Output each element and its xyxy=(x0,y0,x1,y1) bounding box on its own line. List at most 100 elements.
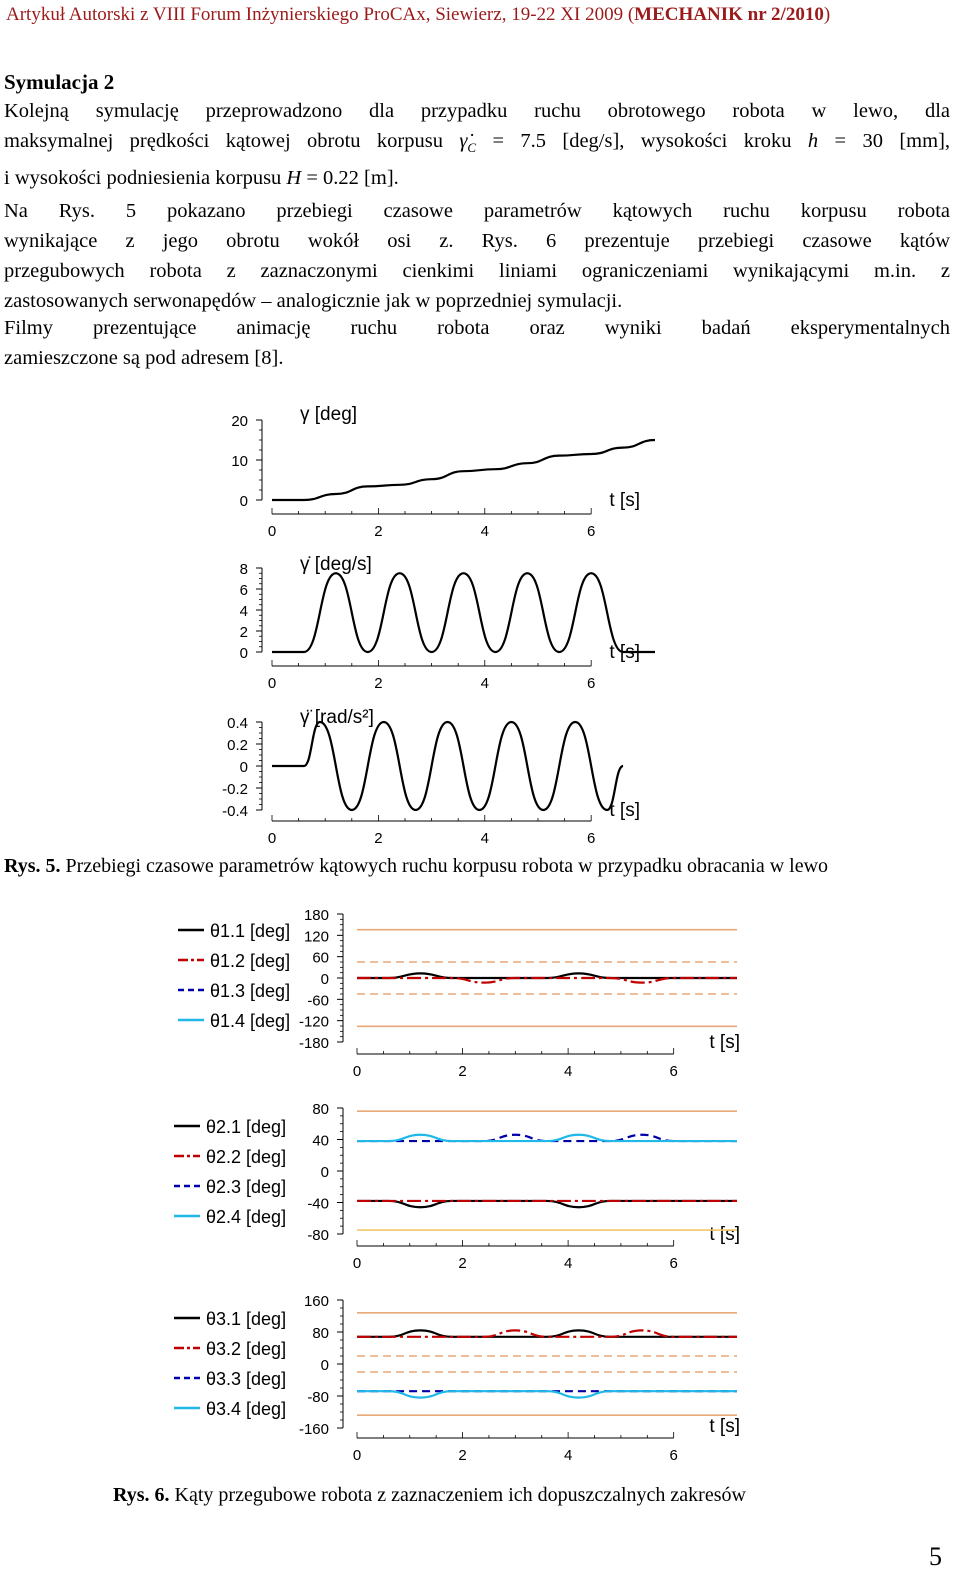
series-line xyxy=(357,1133,737,1143)
x-tick-label: 4 xyxy=(564,1063,572,1080)
y-tick-label: 8 xyxy=(240,561,248,578)
y-tick-label: 0 xyxy=(321,1164,329,1181)
p1-line-2: maksymalnej prędkości kątowej obrotu kor… xyxy=(4,126,950,163)
x-axis-label: t [s] xyxy=(609,800,640,821)
p1-line-3: i wysokości podniesienia korpusu H = 0.2… xyxy=(4,163,950,193)
legend-label: θ2.1 [deg] xyxy=(206,1117,286,1137)
legend-label: θ1.1 [deg] xyxy=(210,921,290,941)
p2-line-3: przegubowych robota z zaznaczonymi cienk… xyxy=(4,260,950,282)
x-tick-label: 2 xyxy=(458,1447,466,1464)
y-tick-label: 120 xyxy=(304,928,329,945)
x-tick-label: 2 xyxy=(458,1255,466,1272)
chart-fig5a: 20 10 0 0 2 4 6 γ [deg] t [s] xyxy=(231,404,656,540)
legend-label: θ1.3 [deg] xyxy=(210,981,290,1001)
fig5-caption: Rys. 5. Przebiegi czasowe parametrów kąt… xyxy=(4,855,828,878)
chart-fig6b: 80 40 0 -40 -80 0 2 4 6 t [s] θ2.1 [deg] θ2.2 [deg]… xyxy=(174,1101,740,1272)
legend-label: θ3.2 [deg] xyxy=(206,1339,286,1359)
header-close: ) xyxy=(823,4,831,25)
p1-l2-a: maksymalnej prędkości kątowej obrotu kor… xyxy=(4,130,443,152)
y-tick-label: 6 xyxy=(240,582,248,599)
y-tick-label: 0 xyxy=(240,759,248,776)
p1-line-1: Kolejną symulację przeprowadzono dla prz… xyxy=(4,100,950,122)
x-tick-label: 2 xyxy=(374,523,382,540)
legend-label: θ3.1 [deg] xyxy=(206,1309,286,1329)
y-tick-label: 80 xyxy=(312,1101,329,1118)
chart-fig5c: 0.4 0.2 0 -0.2 -0.4 0 2 4 6 γ̈ [rad/s²] t [s] xyxy=(222,707,640,847)
x-tick-label: 0 xyxy=(268,675,276,692)
y-tick-label: -160 xyxy=(299,1421,329,1438)
fig5-caption-label: Rys. 5. xyxy=(4,855,61,877)
x-tick-label: 2 xyxy=(374,830,382,847)
x-tick-label: 4 xyxy=(481,830,489,847)
y-tick-label: 0.2 xyxy=(227,737,248,754)
fig5-caption-text: Przebiegi czasowe parametrów kątowych ru… xyxy=(60,855,829,877)
x-tick-label: 6 xyxy=(587,523,595,540)
fig6-caption: Rys. 6. Kąty przegubowe robota z zaznacz… xyxy=(113,1484,746,1507)
p3-line-1: Filmy prezentujące animację ruchu robota… xyxy=(4,317,950,339)
x-tick-label: 6 xyxy=(669,1447,677,1464)
header-text: Artykuł Autorski z VIII Forum Inżyniersk… xyxy=(6,4,635,25)
x-tick-label: 6 xyxy=(669,1255,677,1272)
p1-l2-b: = 7.5 [deg/s], wysokości kroku xyxy=(492,130,792,152)
x-axis-label: t [s] xyxy=(609,490,640,511)
series-line xyxy=(357,1329,737,1338)
header-journal: MECHANIK nr 2/2010 xyxy=(634,4,824,25)
y-tick-label: 160 xyxy=(304,1293,329,1310)
x-axis-label: t [s] xyxy=(709,1032,740,1053)
p2-line-2: wynikające z jego obrotu wokół osi z. Ry… xyxy=(4,230,950,252)
x-axis-label: t [s] xyxy=(709,1416,740,1437)
paragraph-3: Filmy prezentujące animację ruchu robota… xyxy=(4,313,950,373)
fig6-caption-text: Kąty przegubowe robota z zaznaczeniem ic… xyxy=(169,1484,746,1506)
y-tick-label: -120 xyxy=(299,1014,329,1031)
x-tick-label: 6 xyxy=(587,675,595,692)
legend-label: θ1.2 [deg] xyxy=(210,951,290,971)
H-symbol: H xyxy=(286,167,302,190)
y-tick-label: -80 xyxy=(307,1227,329,1244)
y-tick-label: 0 xyxy=(240,493,248,510)
series-line xyxy=(272,572,655,654)
x-axis-label: t [s] xyxy=(709,1224,740,1245)
x-tick-label: 6 xyxy=(587,830,595,847)
y-tick-label: 10 xyxy=(231,453,248,470)
y-tick-label: 80 xyxy=(312,1325,329,1342)
x-tick-label: 6 xyxy=(669,1063,677,1080)
x-tick-label: 4 xyxy=(564,1255,572,1272)
gamma-dot-symbol: γ̇ xyxy=(459,130,468,152)
paragraph-2: Na Rys. 5 pokazano przebiegi czasowe par… xyxy=(4,196,950,316)
y-tick-label: -0.2 xyxy=(222,781,248,798)
y-axis-label: γ̈ [rad/s²] xyxy=(300,707,374,728)
y-tick-label: 2 xyxy=(240,624,248,641)
x-tick-label: 0 xyxy=(353,1447,361,1464)
p1-l3-b: = 0.22 [m]. xyxy=(306,167,399,190)
legend-label: θ2.3 [deg] xyxy=(206,1177,286,1197)
y-tick-label: 180 xyxy=(304,907,329,924)
legend-label: θ3.3 [deg] xyxy=(206,1369,286,1389)
gamma-subscript: C xyxy=(467,140,477,156)
y-tick-label: -180 xyxy=(299,1035,329,1052)
y-tick-label: 4 xyxy=(240,603,248,620)
x-tick-label: 4 xyxy=(481,675,489,692)
legend-label: θ3.4 [deg] xyxy=(206,1399,286,1419)
y-axis-label: γ̇ [deg/s] xyxy=(300,554,372,575)
y-tick-label: 20 xyxy=(231,413,248,430)
p1-l2-c: = 30 [mm], xyxy=(834,130,951,152)
chart-fig6a: 180 120 60 0 -60 -120 -180 0 2 4 6 t [s] θ1.1 [deg] θ… xyxy=(178,907,740,1080)
y-tick-label: 0 xyxy=(240,645,248,662)
running-header: Artykuł Autorski z VIII Forum Inżyniersk… xyxy=(6,4,956,26)
page-number: 5 xyxy=(929,1542,942,1571)
series-line xyxy=(357,976,737,984)
h-symbol: h xyxy=(807,130,819,152)
x-tick-label: 2 xyxy=(458,1063,466,1080)
x-tick-label: 4 xyxy=(481,523,489,540)
series-line xyxy=(357,1390,737,1399)
legend-label: θ2.2 [deg] xyxy=(206,1147,286,1167)
y-tick-label: 0 xyxy=(321,971,329,988)
x-tick-label: 4 xyxy=(564,1447,572,1464)
series-line xyxy=(271,438,656,502)
y-tick-label: 0.4 xyxy=(227,715,248,732)
y-tick-label: 60 xyxy=(312,950,329,967)
x-tick-label: 0 xyxy=(353,1063,361,1080)
x-tick-label: 0 xyxy=(353,1255,361,1272)
